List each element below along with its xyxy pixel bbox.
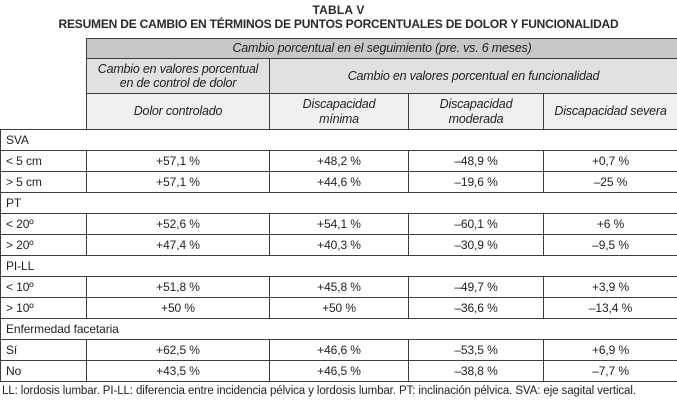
header-row-columns: Dolor controlado Discapacidad mínima Dis… [0,93,677,130]
value-cell: +44,6 % [269,171,409,193]
row-label: > 10º [0,297,87,319]
data-row: > 20º +47,4 % +40,3 % –30,9 % –9,5 % [0,234,677,256]
section-row: PI-LL [0,255,677,277]
value-cell: +48,2 % [269,150,409,172]
column-header-cell: Discapacidad moderada [408,93,544,130]
table-number: TABLA V [312,3,365,17]
value-cell: +0,7 % [542,150,677,172]
row-label: < 5 cm [0,150,87,172]
value-cell: –53,5 % [408,339,544,361]
data-row: Sí +62,5 % +46,6 % –53,5 % +6,9 % [0,339,677,361]
row-label: < 10º [0,276,87,298]
section-row: SVA [0,129,677,151]
value-cell: +46,5 % [269,360,409,382]
value-cell: +54,1 % [269,213,409,235]
value-cell: +51,8 % [86,276,270,298]
row-label: > 5 cm [0,171,87,193]
table-title: RESUMEN DE CAMBIO EN TÉRMINOS DE PUNTOS … [58,17,619,31]
header-spacer-cell [0,38,87,59]
section-header-facet: Enfermedad facetaria [0,318,677,340]
section-header-pt: PT [0,192,677,214]
section-row: Enfermedad facetaria [0,318,677,340]
value-cell: +6 % [542,213,677,235]
row-label: < 20º [0,213,87,235]
value-cell: +57,1 % [86,171,270,193]
top-header-cell: Cambio porcentual en el seguimiento (pre… [85,38,677,59]
data-row: No +43,5 % +46,5 % –38,8 % –7,7 % [0,360,677,382]
value-cell: –25 % [542,171,677,193]
row-label: > 20º [0,234,87,256]
value-cell: +47,4 % [86,234,270,256]
value-cell: +50 % [86,297,270,319]
value-cell: –30,9 % [408,234,544,256]
column-header-cell: Discapacidad mínima [269,93,409,130]
value-cell: +57,1 % [86,150,270,172]
value-cell: +50 % [269,297,409,319]
data-row: < 20º +52,6 % +54,1 % –60,1 % +6 % [0,213,677,235]
value-cell: +46,6 % [269,339,409,361]
section-header-sva: SVA [0,129,677,151]
group-header-functionality-cell: Cambio en valores porcentual en funciona… [268,58,677,94]
value-cell: +43,5 % [86,360,270,382]
header-spacer-cell [0,58,87,94]
value-cell: –38,8 % [408,360,544,382]
data-row: > 10º +50 % +50 % –36,6 % –13,4 % [0,297,677,319]
value-cell: +3,9 % [542,276,677,298]
header-spacer-cell [0,93,87,130]
value-cell: +45,8 % [269,276,409,298]
table-caption: TABLA V RESUMEN DE CAMBIO EN TÉRMINOS DE… [0,0,677,31]
value-cell: –19,6 % [408,171,544,193]
value-cell: –7,7 % [542,360,677,382]
header-row-groups: Cambio en valores porcentual en de contr… [0,58,677,94]
column-header-cell: Discapacidad severa [542,93,677,130]
value-cell: –48,9 % [408,150,544,172]
value-cell: +40,3 % [269,234,409,256]
value-cell: +52,6 % [86,213,270,235]
row-label: No [0,360,87,382]
value-cell: –36,6 % [408,297,544,319]
header-row-top: Cambio porcentual en el seguimiento (pre… [0,38,677,59]
data-row: < 5 cm +57,1 % +48,2 % –48,9 % +0,7 % [0,150,677,172]
value-cell: –60,1 % [408,213,544,235]
row-label: Sí [0,339,87,361]
value-cell: –9,5 % [542,234,677,256]
value-cell: –49,7 % [408,276,544,298]
group-header-pain-cell: Cambio en valores porcentual en de contr… [86,58,270,94]
section-header-pill: PI-LL [0,255,677,277]
data-row: > 5 cm +57,1 % +44,6 % –19,6 % –25 % [0,171,677,193]
column-header-cell: Dolor controlado [86,93,270,130]
data-row: < 10º +51,8 % +45,8 % –49,7 % +3,9 % [0,276,677,298]
table-footnote: LL: lordosis lumbar. PI-LL: diferencia e… [2,385,636,397]
summary-table: Cambio porcentual en el seguimiento (pre… [0,38,677,382]
section-row: PT [0,192,677,214]
value-cell: –13,4 % [542,297,677,319]
value-cell: +6,9 % [542,339,677,361]
value-cell: +62,5 % [86,339,270,361]
